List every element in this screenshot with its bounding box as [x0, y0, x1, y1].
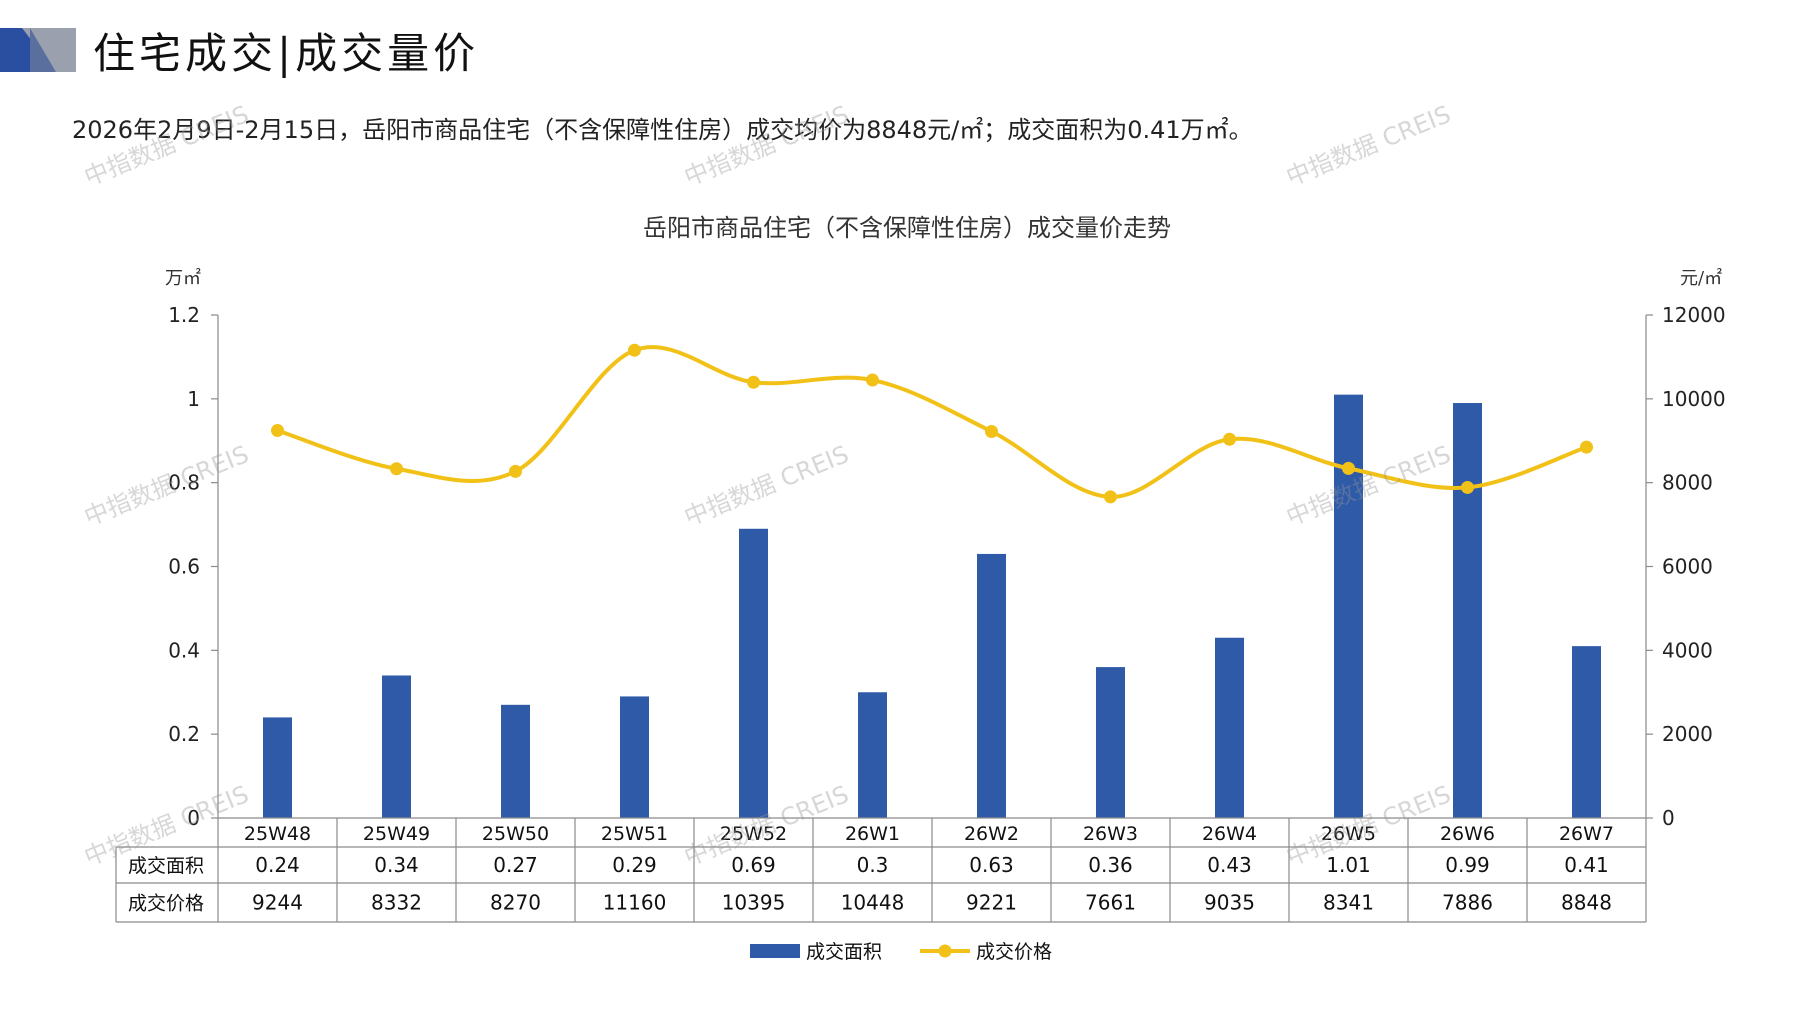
price-point-26W5: [1342, 461, 1355, 475]
left-tick-label: 0: [187, 806, 200, 830]
legend-bar-swatch: [750, 944, 800, 958]
right-tick-label: 2000: [1662, 722, 1713, 746]
bar-26W6: [1453, 403, 1482, 818]
price-point-26W6: [1461, 480, 1474, 494]
table-area-value: 0.24: [255, 853, 300, 877]
right-tick-label: 0: [1662, 806, 1675, 830]
table-price-value: 8341: [1323, 891, 1374, 915]
table-price-value: 11160: [603, 891, 667, 915]
right-tick-label: 12000: [1662, 303, 1726, 327]
table-price-value: 8848: [1561, 891, 1612, 915]
table-price-value: 9035: [1204, 891, 1255, 915]
category-label: 26W7: [1559, 823, 1614, 845]
header-logo: [0, 28, 76, 72]
bar-25W49: [382, 675, 411, 818]
category-label: 26W2: [964, 823, 1019, 845]
bar-25W50: [501, 704, 530, 818]
table-area-value: 0.34: [374, 853, 419, 877]
legend-line-label: 成交价格: [976, 941, 1052, 963]
price-point-25W52: [747, 375, 760, 389]
bar-26W4: [1215, 637, 1244, 818]
bar-26W7: [1572, 646, 1601, 818]
left-tick-label: 1.2: [168, 303, 200, 327]
left-tick-label: 0.8: [168, 471, 200, 495]
left-axis-unit: 万㎡: [165, 267, 201, 289]
table-price-value: 7661: [1085, 891, 1136, 915]
table-price-value: 7886: [1442, 891, 1493, 915]
right-tick-label: 6000: [1662, 555, 1713, 579]
summary-text: 2026年2月9日-2月15日，岳阳市商品住宅（不含保障性住房）成交均价为884…: [72, 116, 1253, 144]
table-price-value: 8332: [371, 891, 422, 915]
price-point-26W3: [1104, 490, 1117, 504]
table-area-value: 1.01: [1326, 853, 1371, 877]
table-row-header-price: 成交价格: [128, 893, 204, 915]
bar-26W5: [1334, 394, 1363, 818]
table-price-value: 9244: [252, 891, 303, 915]
category-label: 25W48: [244, 823, 311, 845]
left-tick-label: 0.2: [168, 722, 200, 746]
bar-25W48: [263, 717, 292, 818]
price-point-25W50: [509, 464, 522, 478]
chart-title: 岳阳市商品住宅（不含保障性住房）成交量价走势: [643, 214, 1171, 242]
table-area-value: 0.29: [612, 853, 657, 877]
table-price-value: 10448: [841, 891, 905, 915]
table-area-value: 0.27: [493, 853, 538, 877]
category-label: 26W5: [1321, 823, 1376, 845]
table-price-value: 10395: [722, 891, 786, 915]
table-area-value: 0.63: [969, 853, 1014, 877]
table-price-value: 9221: [966, 891, 1017, 915]
table-row-header-area: 成交面积: [128, 855, 204, 877]
price-line: [276, 345, 1588, 499]
category-label: 26W4: [1202, 823, 1257, 845]
bar-26W1: [858, 692, 887, 818]
table-area-value: 0.3: [857, 853, 889, 877]
category-label: 26W3: [1083, 823, 1138, 845]
right-tick-label: 8000: [1662, 471, 1713, 495]
table-area-value: 0.41: [1564, 853, 1609, 877]
category-label: 25W50: [482, 823, 549, 845]
right-tick-label: 10000: [1662, 387, 1726, 411]
bar-25W51: [620, 696, 649, 818]
table-area-value: 0.36: [1088, 853, 1133, 877]
page-title: 住宅成交|成交量价: [93, 29, 480, 78]
category-label: 25W52: [720, 823, 787, 845]
legend-bar-label: 成交面积: [806, 941, 882, 963]
bar-25W52: [739, 528, 768, 818]
left-tick-label: 0.6: [168, 555, 200, 579]
category-label: 25W51: [601, 823, 668, 845]
table-area-value: 0.69: [731, 853, 776, 877]
table-price-value: 8270: [490, 891, 541, 915]
bar-26W3: [1096, 667, 1125, 818]
category-label: 25W49: [363, 823, 430, 845]
price-point-26W2: [985, 424, 998, 438]
price-point-26W1: [866, 373, 879, 387]
category-label: 26W6: [1440, 823, 1495, 845]
price-point-26W4: [1223, 432, 1236, 446]
left-tick-label: 0.4: [168, 638, 200, 662]
bar-26W2: [977, 553, 1006, 818]
price-point-26W7: [1580, 440, 1593, 454]
price-point-25W51: [628, 343, 641, 357]
left-tick-label: 1: [187, 387, 200, 411]
price-point-25W48: [271, 424, 284, 438]
table-area-value: 0.99: [1445, 853, 1490, 877]
category-label: 26W1: [845, 823, 900, 845]
right-axis-unit: 元/㎡: [1680, 267, 1722, 289]
legend-line-marker: [938, 944, 952, 958]
right-tick-label: 4000: [1662, 638, 1713, 662]
table-area-value: 0.43: [1207, 853, 1252, 877]
price-point-25W49: [390, 462, 403, 476]
